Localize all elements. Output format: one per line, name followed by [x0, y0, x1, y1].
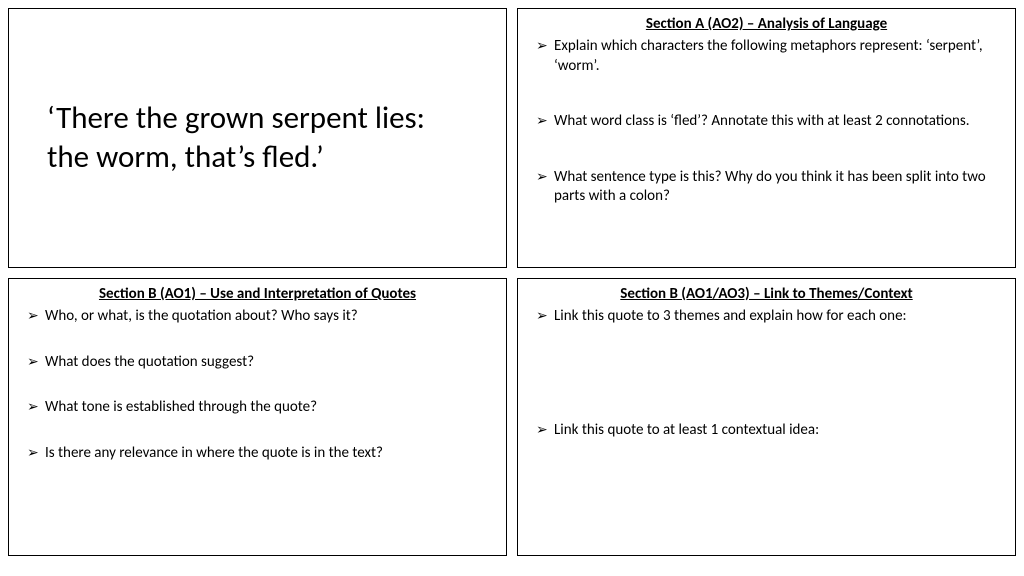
- bullet-text: Link this quote to 3 themes and explain …: [554, 307, 1005, 327]
- bullet-icon: ➢: [27, 353, 45, 371]
- section-b2-box: Section B (AO1/AO3) – Link to Themes/Con…: [517, 278, 1016, 556]
- bullet-text: Explain which characters the following m…: [554, 37, 1005, 76]
- section-b1-q4: ➢ Is there any relevance in where the qu…: [9, 444, 506, 464]
- bullet-text: Is there any relevance in where the quot…: [45, 444, 496, 464]
- bullet-icon: ➢: [536, 421, 554, 439]
- section-b1-q3: ➢ What tone is established through the q…: [9, 398, 506, 418]
- quote-text: ‘There the grown serpent lies: the worm,…: [47, 99, 468, 177]
- section-a-q2: ➢ What word class is ‘fled’? Annotate th…: [518, 112, 1015, 132]
- section-b2-title: Section B (AO1/AO3) – Link to Themes/Con…: [518, 285, 1015, 303]
- section-b1-q1: ➢ Who, or what, is the quotation about? …: [9, 307, 506, 327]
- section-a-title: Section A (AO2) – Analysis of Language: [518, 15, 1015, 33]
- section-b2-q2: ➢ Link this quote to at least 1 contextu…: [518, 421, 1015, 441]
- bullet-text: What sentence type is this? Why do you t…: [554, 168, 1005, 207]
- worksheet-grid: ‘There the grown serpent lies: the worm,…: [8, 8, 1016, 568]
- quote-box: ‘There the grown serpent lies: the worm,…: [8, 8, 507, 268]
- bullet-icon: ➢: [536, 112, 554, 130]
- section-b1-box: Section B (AO1) – Use and Interpretation…: [8, 278, 507, 556]
- bullet-icon: ➢: [27, 398, 45, 416]
- section-a-box: Section A (AO2) – Analysis of Language ➢…: [517, 8, 1016, 268]
- bullet-text: Link this quote to at least 1 contextual…: [554, 421, 1005, 441]
- section-b2-q1: ➢ Link this quote to 3 themes and explai…: [518, 307, 1015, 327]
- bullet-text: What tone is established through the quo…: [45, 398, 496, 418]
- bullet-icon: ➢: [536, 37, 554, 55]
- bullet-text: What word class is ‘fled’? Annotate this…: [554, 112, 1005, 132]
- section-a-q1: ➢ Explain which characters the following…: [518, 37, 1015, 76]
- bullet-text: What does the quotation suggest?: [45, 353, 496, 373]
- bullet-icon: ➢: [536, 307, 554, 325]
- section-a-q3: ➢ What sentence type is this? Why do you…: [518, 168, 1015, 207]
- section-b1-q2: ➢ What does the quotation suggest?: [9, 353, 506, 373]
- bullet-icon: ➢: [27, 307, 45, 325]
- bullet-text: Who, or what, is the quotation about? Wh…: [45, 307, 496, 327]
- bullet-icon: ➢: [27, 444, 45, 462]
- section-b1-title: Section B (AO1) – Use and Interpretation…: [9, 285, 506, 303]
- bullet-icon: ➢: [536, 168, 554, 186]
